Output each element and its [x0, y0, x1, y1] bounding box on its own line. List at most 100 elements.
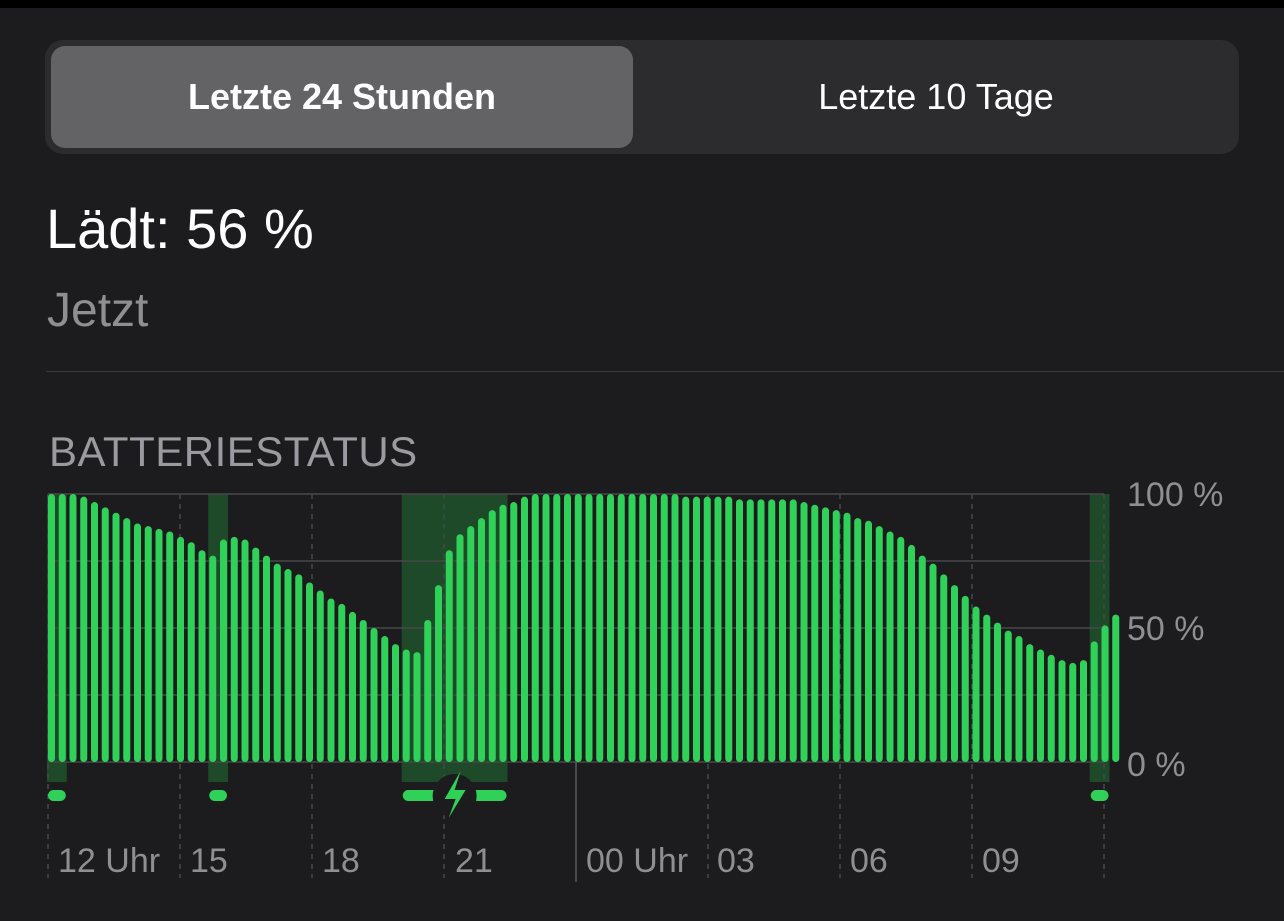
battery-bar — [983, 614, 991, 762]
battery-bar — [499, 504, 507, 762]
battery-bar — [402, 649, 410, 762]
battery-status-timestamp: Jetzt — [47, 284, 149, 337]
battery-bar — [779, 499, 786, 762]
battery-bar — [736, 499, 743, 762]
battery-bar — [155, 528, 163, 762]
battery-bar — [1080, 660, 1087, 762]
battery-bar — [112, 512, 120, 762]
y-axis-tick-label: 50 % — [1127, 610, 1205, 648]
segment-last-10-days[interactable]: Letzte 10 Tage — [818, 76, 1054, 117]
x-axis-tick-label: 00 Uhr — [586, 842, 688, 880]
battery-bar — [392, 644, 399, 762]
battery-bar — [897, 536, 905, 762]
battery-bar — [693, 496, 700, 762]
battery-bar — [467, 526, 475, 762]
battery-bar — [886, 531, 894, 762]
battery-bar — [198, 550, 206, 762]
battery-bar — [134, 523, 141, 762]
battery-bar — [822, 507, 829, 762]
divider — [46, 371, 1284, 372]
battery-bar — [252, 547, 260, 762]
battery-bar — [553, 494, 561, 762]
charging-indicator — [1090, 790, 1109, 801]
battery-bar — [349, 611, 356, 762]
battery-bar — [230, 536, 238, 762]
battery-bar — [1058, 660, 1066, 762]
battery-bar — [1047, 654, 1055, 762]
battery-bar — [187, 542, 195, 762]
battery-bar — [617, 494, 625, 762]
battery-bar — [338, 603, 346, 762]
battery-bar — [263, 555, 270, 762]
top-border — [0, 0, 1284, 8]
x-axis-tick-label: 15 — [190, 842, 228, 880]
battery-bar — [789, 499, 797, 762]
battery-bar — [918, 555, 926, 762]
battery-bar — [800, 502, 808, 762]
battery-bar — [144, 526, 152, 762]
battery-bar — [80, 496, 88, 762]
battery-bar — [961, 595, 969, 762]
battery-bar — [542, 494, 550, 762]
battery-status-title: Lädt: 56 % — [46, 197, 314, 260]
battery-bar — [660, 494, 668, 762]
battery-bar — [1015, 636, 1023, 762]
battery-bar — [1112, 614, 1120, 762]
section-header-battery-level: BATTERIESTATUS — [49, 428, 418, 475]
battery-bar — [811, 504, 819, 762]
battery-bar — [908, 544, 915, 762]
lightning-bolt-icon — [444, 771, 466, 818]
time-range-segmented-control: Letzte 24 Stunden Letzte 10 Tage — [45, 40, 1239, 154]
battery-bar — [768, 499, 776, 762]
battery-bar — [650, 494, 657, 762]
y-axis-tick-label: 0 % — [1127, 746, 1186, 784]
battery-bar — [843, 512, 851, 762]
battery-bar — [1004, 630, 1012, 762]
battery-bar — [596, 494, 604, 762]
battery-bar — [757, 499, 765, 762]
battery-bar — [370, 628, 378, 762]
battery-bar — [682, 496, 690, 762]
battery-bar — [875, 526, 883, 762]
x-axis-tick-label: 21 — [455, 842, 493, 880]
battery-bar — [628, 494, 636, 762]
battery-bar — [1026, 644, 1034, 762]
x-axis-tick-label: 09 — [982, 842, 1020, 880]
charging-indicator — [209, 790, 227, 801]
battery-bar — [273, 563, 281, 762]
battery-bar — [725, 496, 733, 762]
battery-bar — [746, 499, 754, 762]
battery-bar — [488, 510, 496, 762]
segment-last-24-hours[interactable]: Letzte 24 Stunden — [51, 46, 633, 148]
battery-bar — [1037, 649, 1044, 762]
battery-bar — [327, 598, 335, 762]
battery-bar — [951, 585, 958, 762]
battery-bar — [865, 520, 872, 762]
battery-bar — [1101, 625, 1109, 762]
battery-bar — [58, 494, 66, 762]
battery-bar — [220, 539, 227, 762]
battery-bar — [359, 619, 367, 762]
battery-bar — [424, 619, 432, 762]
battery-bar — [1069, 662, 1077, 762]
battery-bar — [316, 590, 324, 762]
battery-bar — [940, 574, 948, 762]
battery-bar — [972, 606, 980, 762]
x-axis-tick-label: 03 — [717, 842, 755, 880]
battery-bar — [564, 494, 571, 762]
battery-bar — [607, 494, 614, 762]
battery-bar — [295, 574, 303, 762]
battery-bar — [413, 652, 421, 762]
battery-bar — [177, 536, 184, 762]
battery-bar — [1090, 641, 1098, 762]
battery-bar — [714, 496, 722, 762]
battery-bar — [478, 518, 485, 762]
battery-bar — [101, 507, 109, 762]
battery-bar — [284, 569, 292, 762]
x-axis-tick-label: 12 Uhr — [58, 842, 160, 880]
battery-bar — [123, 518, 131, 762]
battery-bar — [166, 531, 174, 762]
battery-bar — [381, 636, 389, 762]
battery-bar — [241, 539, 249, 762]
